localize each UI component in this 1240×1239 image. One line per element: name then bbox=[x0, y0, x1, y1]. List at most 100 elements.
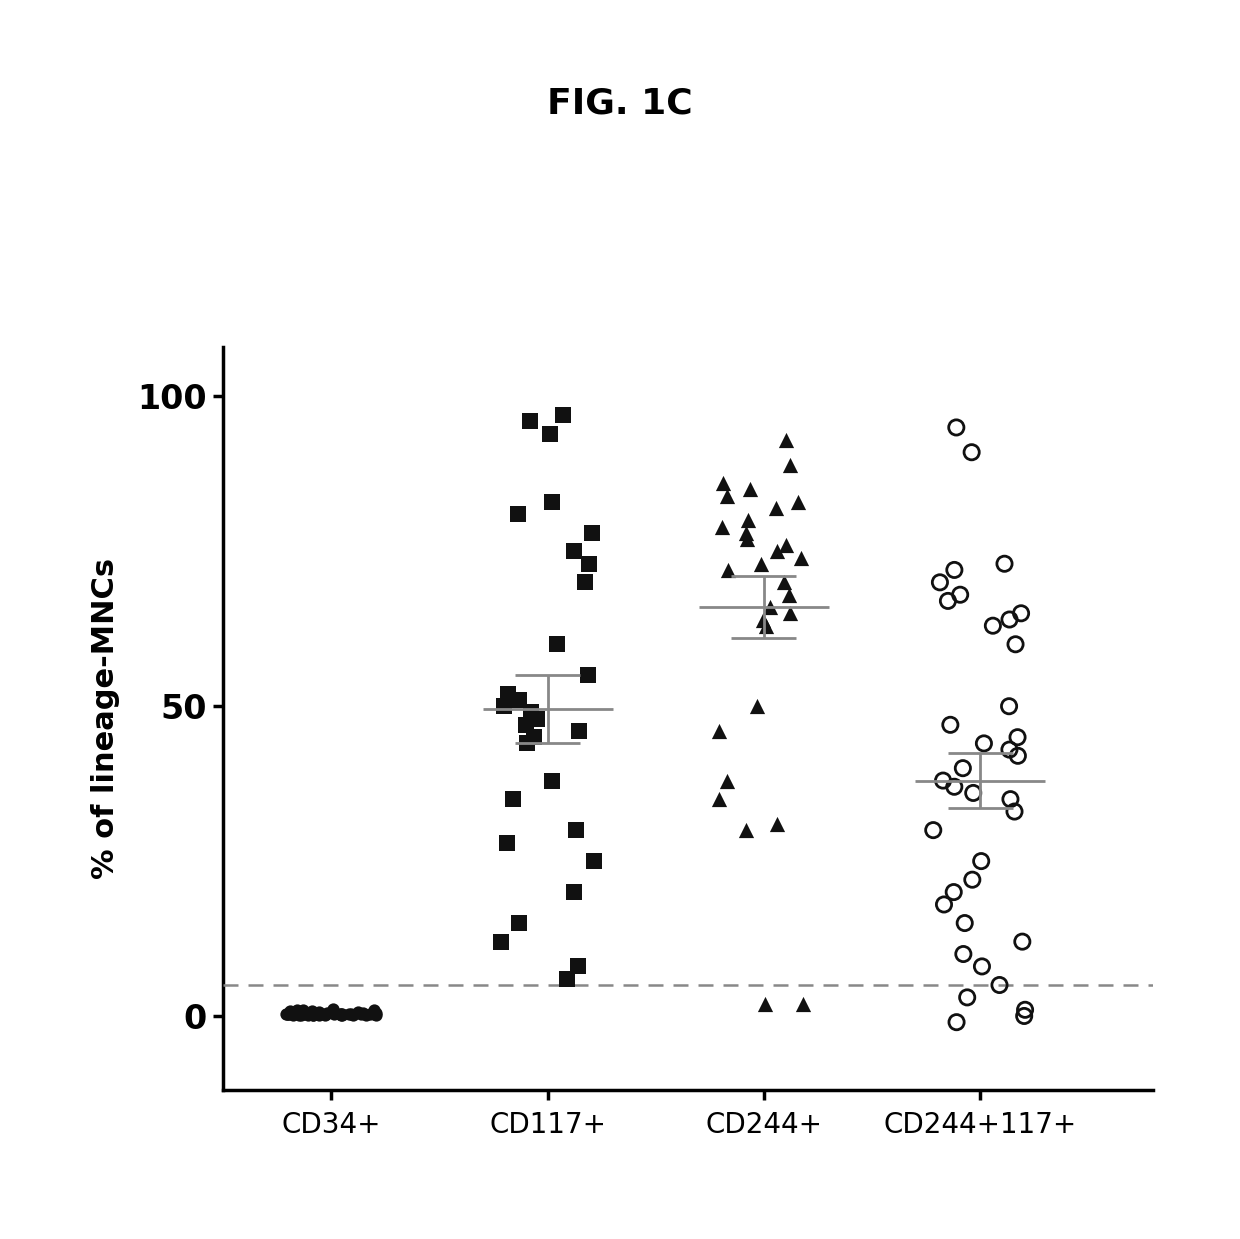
Point bbox=[962, 870, 982, 890]
Point bbox=[331, 1004, 351, 1023]
Point bbox=[709, 721, 729, 741]
Point bbox=[962, 442, 982, 462]
Point bbox=[937, 591, 957, 611]
Point bbox=[294, 1004, 314, 1023]
Point bbox=[1001, 789, 1021, 809]
Point bbox=[564, 541, 584, 561]
Point bbox=[774, 572, 794, 592]
Point bbox=[567, 820, 587, 840]
Point bbox=[930, 572, 950, 592]
Point bbox=[718, 486, 738, 506]
Point bbox=[510, 913, 529, 933]
Point bbox=[737, 820, 756, 840]
Point bbox=[994, 554, 1014, 574]
Point bbox=[718, 560, 738, 580]
Point bbox=[924, 820, 944, 840]
Point bbox=[973, 733, 993, 753]
Point bbox=[569, 721, 589, 741]
Point bbox=[999, 740, 1019, 760]
Point bbox=[755, 994, 775, 1014]
Point bbox=[291, 1006, 311, 1026]
Point bbox=[316, 1004, 336, 1023]
Point bbox=[709, 789, 729, 809]
Point bbox=[583, 523, 603, 543]
Point bbox=[1008, 727, 1028, 747]
Point bbox=[957, 987, 977, 1007]
Point bbox=[288, 1000, 308, 1020]
Point bbox=[291, 1004, 311, 1023]
Point bbox=[751, 554, 771, 574]
Point bbox=[275, 1004, 295, 1023]
Point bbox=[348, 1001, 368, 1021]
Point bbox=[278, 1004, 298, 1023]
Point bbox=[315, 1005, 335, 1025]
Point bbox=[934, 771, 954, 790]
Point bbox=[299, 1005, 319, 1025]
Point bbox=[780, 455, 800, 475]
Point bbox=[293, 1001, 312, 1021]
Point bbox=[789, 492, 808, 512]
Point bbox=[575, 572, 595, 592]
Point bbox=[972, 957, 992, 976]
Point bbox=[999, 696, 1019, 716]
Point bbox=[539, 424, 559, 444]
Point bbox=[491, 932, 511, 952]
Point bbox=[754, 610, 774, 629]
Point bbox=[351, 1004, 371, 1023]
Point bbox=[280, 1001, 300, 1021]
Point bbox=[1012, 932, 1032, 952]
Point bbox=[285, 1004, 305, 1023]
Point bbox=[1004, 802, 1024, 821]
Point bbox=[946, 1012, 966, 1032]
Point bbox=[503, 789, 523, 809]
Point bbox=[713, 517, 733, 536]
Point bbox=[740, 479, 760, 499]
Point bbox=[717, 771, 737, 790]
Point bbox=[945, 560, 965, 580]
Point bbox=[331, 1006, 351, 1026]
Point bbox=[553, 405, 573, 425]
Point bbox=[756, 616, 776, 636]
Point bbox=[343, 1006, 363, 1026]
Point bbox=[301, 1001, 321, 1021]
Point bbox=[279, 1004, 299, 1023]
Point bbox=[497, 833, 517, 852]
Point bbox=[495, 696, 515, 716]
Point bbox=[520, 411, 539, 431]
Point bbox=[366, 1004, 386, 1023]
Point bbox=[983, 616, 1003, 636]
Point bbox=[934, 895, 954, 914]
Point bbox=[290, 1002, 310, 1022]
Point bbox=[332, 1004, 352, 1023]
Point bbox=[289, 1004, 309, 1023]
Point bbox=[356, 1005, 376, 1025]
Point bbox=[568, 957, 588, 976]
Point bbox=[999, 610, 1019, 629]
Point bbox=[746, 696, 766, 716]
Y-axis label: % of lineage-MNCs: % of lineage-MNCs bbox=[92, 558, 120, 880]
Point bbox=[737, 523, 756, 543]
Point bbox=[542, 771, 562, 790]
Point bbox=[1008, 746, 1028, 766]
Point bbox=[766, 498, 786, 518]
Point bbox=[321, 1002, 341, 1022]
Point bbox=[990, 975, 1009, 995]
Point bbox=[578, 665, 598, 685]
Point bbox=[547, 634, 567, 654]
Point bbox=[955, 913, 975, 933]
Point bbox=[324, 1004, 343, 1023]
Point bbox=[558, 969, 578, 989]
Point bbox=[713, 473, 733, 493]
Point bbox=[353, 1004, 373, 1023]
Point bbox=[940, 715, 960, 735]
Point bbox=[330, 1004, 350, 1023]
Point bbox=[310, 1005, 330, 1025]
Point bbox=[564, 882, 584, 902]
Point bbox=[365, 1004, 384, 1023]
Point bbox=[525, 727, 544, 747]
Point bbox=[341, 1004, 361, 1023]
Point bbox=[1006, 634, 1025, 654]
Point bbox=[776, 430, 796, 450]
Point bbox=[738, 510, 758, 530]
Point bbox=[322, 999, 342, 1018]
